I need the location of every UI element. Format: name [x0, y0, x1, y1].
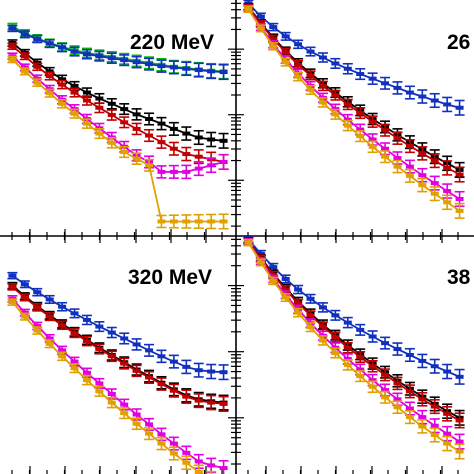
series-line — [247, 240, 461, 419]
series-line — [247, 8, 461, 212]
series-line — [247, 238, 460, 378]
panel-bottom-left — [7, 271, 229, 474]
panel-top-right — [243, 0, 465, 219]
panel-labels: 220 MeV 26 320 MeV 38 — [128, 31, 471, 289]
panel-top-left — [7, 22, 229, 230]
panel-bottom-right — [243, 236, 465, 460]
series-line — [247, 240, 461, 422]
series-line — [11, 301, 205, 474]
series-line — [247, 241, 461, 443]
panel-label-top-right: 26 — [447, 31, 470, 54]
panel-label-top-left: 220 MeV — [130, 31, 214, 54]
series-line — [11, 45, 224, 163]
series-line — [11, 286, 224, 405]
panel-label-bottom-left: 320 MeV — [128, 266, 212, 289]
series-line — [247, 8, 461, 200]
panel-label-bottom-right: 38 — [447, 266, 471, 289]
series-line — [11, 298, 224, 469]
series-layer — [7, 0, 465, 474]
series-line — [11, 284, 224, 404]
